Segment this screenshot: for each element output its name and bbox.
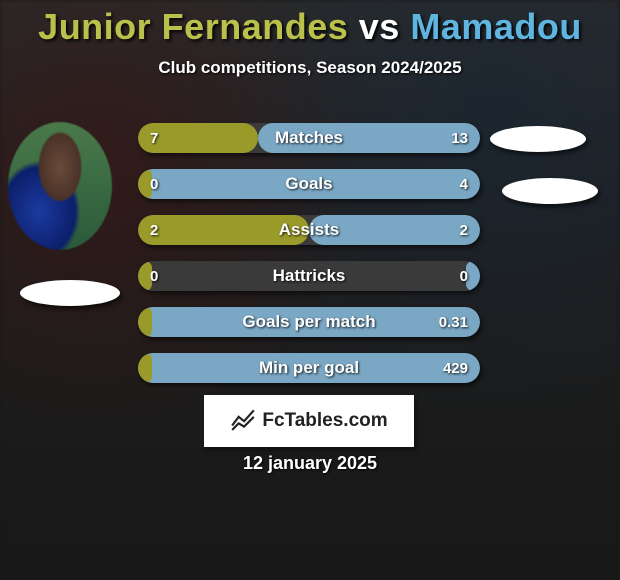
stat-label: Hattricks (138, 261, 480, 291)
branding-text: FcTables.com (262, 410, 387, 432)
stat-row: 0.31Goals per match (138, 307, 480, 337)
stat-label: Goals per match (138, 307, 480, 337)
title-player1: Junior Fernandes (38, 6, 348, 47)
highlight-marker (20, 280, 120, 306)
title-vs: vs (359, 6, 400, 47)
stat-row: 429Min per goal (138, 353, 480, 383)
stat-label: Min per goal (138, 353, 480, 383)
branding-badge: FcTables.com (204, 395, 414, 447)
player1-avatar (8, 122, 112, 250)
stats-container: 713Matches 04Goals 22Assists 00Hattricks 0.3… (138, 123, 480, 399)
subtitle: Club competitions, Season 2024/2025 (0, 58, 620, 78)
title-player2: Mamadou (410, 6, 582, 47)
stat-row: 22Assists (138, 215, 480, 245)
stat-row: 04Goals (138, 169, 480, 199)
date-text: 12 january 2025 (0, 453, 620, 474)
page-title: Junior Fernandes vs Mamadou (0, 0, 620, 48)
highlight-marker (490, 126, 586, 152)
chart-icon (230, 406, 256, 437)
stat-row: 00Hattricks (138, 261, 480, 291)
stat-label: Goals (138, 169, 480, 199)
stat-row: 713Matches (138, 123, 480, 153)
highlight-marker (502, 178, 598, 204)
stat-label: Matches (138, 123, 480, 153)
stat-label: Assists (138, 215, 480, 245)
